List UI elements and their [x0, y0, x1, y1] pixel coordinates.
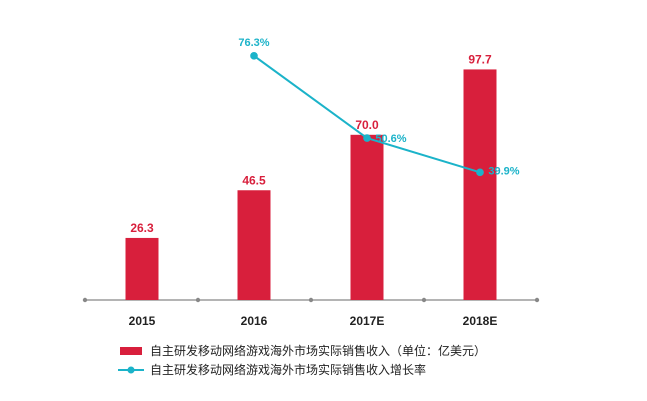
axis-tick-dot [82, 297, 88, 303]
legend-bar-label: 自主研发移动网络游戏海外市场实际销售收入（单位：亿美元） [150, 343, 486, 358]
x-tick-label: 2015 [129, 314, 156, 328]
x-tick-label: 2018E [463, 314, 498, 328]
data-labels: 26.3 46.5 70.0 97.7 76.3% 50.6% 39.9% [130, 37, 519, 235]
bar-value-label: 46.5 [242, 173, 266, 187]
x-tick-label: 2016 [241, 314, 268, 328]
growth-point [476, 168, 484, 177]
bar-2015 [125, 237, 159, 300]
legend: 自主研发移动网络游戏海外市场实际销售收入（单位：亿美元） 自主研发移动网络游戏海… [118, 343, 486, 377]
axis-tick-dot [308, 297, 314, 303]
bar-value-label: 26.3 [130, 221, 154, 235]
growth-point [250, 52, 258, 60]
bar-value-label: 97.7 [468, 52, 492, 66]
bar-2017e [350, 134, 384, 300]
x-tick-labels: 2015 2016 2017E 2018E [129, 314, 498, 328]
legend-line-marker [127, 366, 135, 374]
axis-tick-dot [195, 297, 201, 303]
legend-line-label: 自主研发移动网络游戏海外市场实际销售收入增长率 [150, 362, 426, 377]
growth-line-series [250, 52, 484, 177]
legend-bar-swatch [120, 347, 142, 355]
growth-value-label: 39.9% [488, 165, 519, 177]
growth-value-label: 76.3% [238, 37, 269, 49]
x-tick-label: 2017E [350, 314, 385, 328]
x-axis [82, 297, 540, 303]
bar-2016 [237, 190, 271, 300]
growth-value-label: 50.6% [375, 133, 406, 145]
bar-series [125, 69, 497, 300]
bar-value-label: 70.0 [355, 118, 379, 132]
axis-tick-dot [421, 297, 427, 303]
bar-2018e [463, 69, 497, 300]
axis-tick-dot [534, 297, 540, 303]
growth-point [363, 134, 371, 142]
